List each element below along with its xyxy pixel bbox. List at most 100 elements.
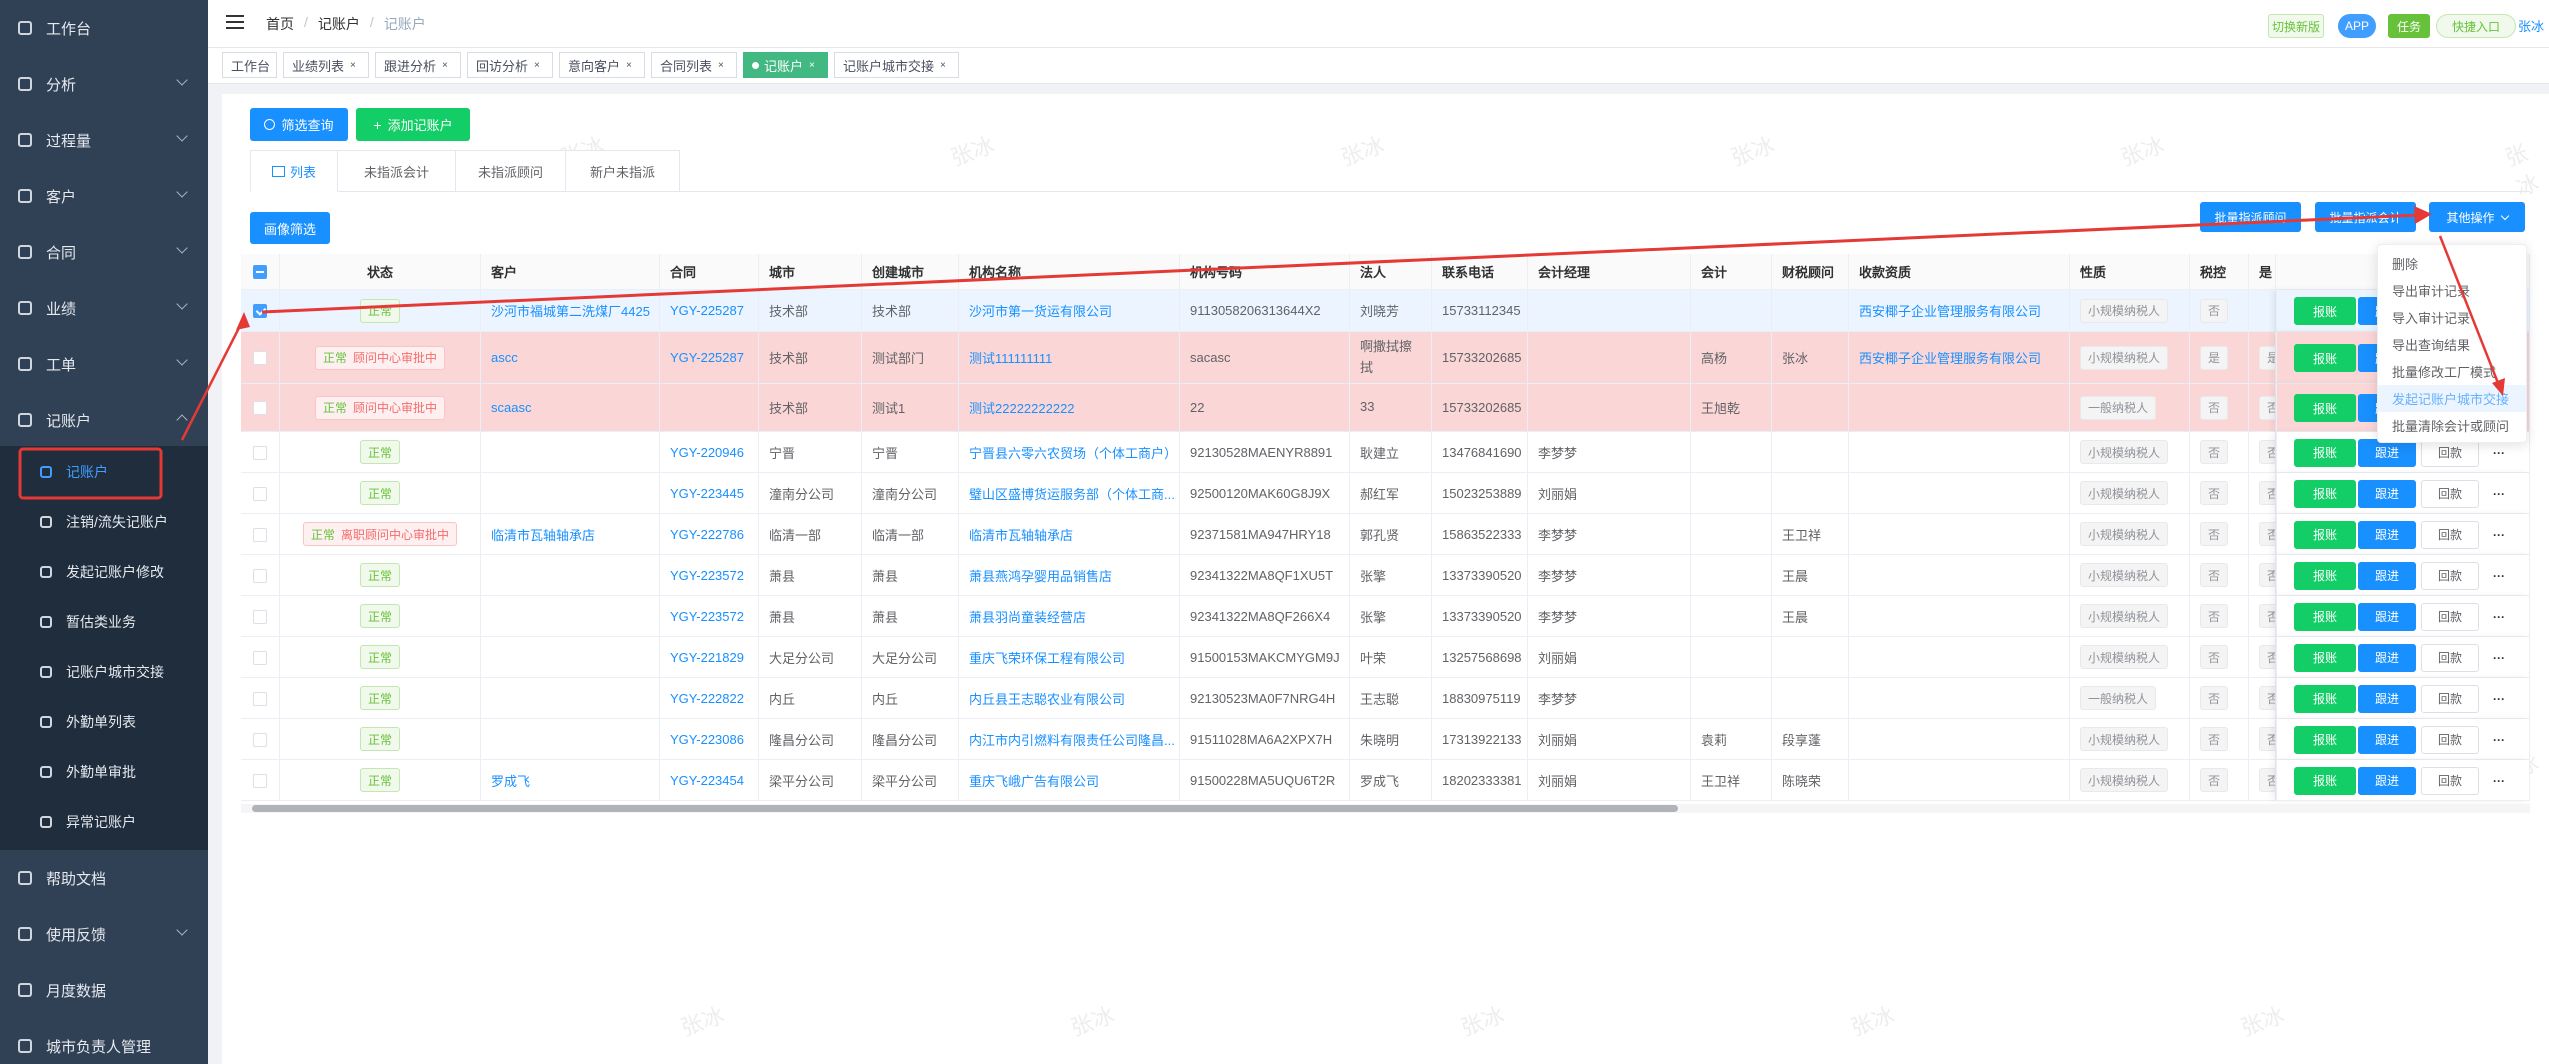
row-action[interactable]: ··· [2493,609,2505,624]
add-button[interactable]: + 添加记账户 [356,108,470,141]
header-button[interactable]: 切换新版 [2268,14,2324,38]
cell-text[interactable]: 沙河市福城第二洗煤厂4425 [491,304,650,319]
row-action[interactable]: 回款 [2421,725,2479,754]
row-action[interactable]: 报账 [2294,561,2356,590]
row-action[interactable]: 报账 [2294,684,2356,713]
checkbox[interactable] [253,732,267,747]
row-action[interactable]: ··· [2493,732,2505,747]
row-action[interactable]: 报账 [2294,438,2356,467]
cell-text[interactable]: 内丘县王志聪农业有限公司 [969,691,1126,707]
cell-text[interactable]: 沙河市第一货运有限公司 [969,304,1113,319]
submenu-item[interactable]: 外勤单审批 [0,748,208,796]
page-tag[interactable]: 工作台 [222,52,277,78]
checkbox[interactable] [253,568,267,583]
header-button[interactable]: 任务 [2388,14,2430,38]
page-tag[interactable]: 记账户城市交接 × [834,52,959,78]
cell-text[interactable]: 萧县燕鸿孕婴用品销售店 [969,568,1113,584]
cell-text[interactable]: 璧山区盛博货运服务部（个体工商... [969,486,1175,502]
row-action[interactable]: 跟进 [2358,561,2416,590]
dropdown-item[interactable]: 删除 [2392,257,2419,272]
checkbox[interactable] [253,304,267,318]
checkbox[interactable] [253,691,267,706]
submenu-item[interactable]: 异常记账户 [0,798,208,846]
row-action[interactable]: 报账 [2294,479,2356,508]
row-action[interactable]: ··· [2493,650,2505,665]
dropdown-item[interactable]: 导出查询结果 [2392,338,2471,353]
page-tag[interactable]: 业绩列表 × [283,52,369,78]
portrait-button[interactable]: 画像筛选 [250,212,330,244]
cell-text[interactable]: YGY-221829 [670,649,744,665]
row-action[interactable]: 回款 [2421,479,2479,508]
menu-item[interactable]: 合同 [0,224,208,280]
row-action[interactable]: 回款 [2421,684,2479,713]
checkbox[interactable] [253,486,267,501]
checkbox[interactable] [253,773,267,788]
menu-item[interactable]: 业绩 [0,280,208,336]
cell-text[interactable]: 重庆飞峨广告有限公司 [969,773,1100,789]
row-action[interactable]: ··· [2493,773,2505,788]
cell-text[interactable]: 萧县羽尚童装经营店 [969,609,1087,625]
page-tag[interactable]: 意向客户 × [559,52,645,78]
cell-text[interactable]: ascc [491,350,518,365]
page-tag[interactable]: 跟进分析 × [375,52,461,78]
cell-text[interactable]: 临清市瓦轴轴承店 [491,527,596,543]
submenu-item[interactable]: 注销/流失记账户 [0,498,208,546]
row-action[interactable]: 报账 [2294,725,2356,754]
cell-text[interactable]: YGY-223572 [670,608,744,624]
row-action[interactable]: 回款 [2421,602,2479,631]
page-tag[interactable]: 回访分析 × [467,52,553,78]
menu-item[interactable]: 分析 [0,56,208,112]
cell-text[interactable]: 西安椰子企业管理服务有限公司 [1859,304,2042,319]
row-action[interactable]: 跟进 [2358,602,2416,631]
cell-text[interactable]: YGY-223572 [670,567,744,583]
cell-text[interactable]: YGY-222822 [670,690,744,706]
batch-button[interactable]: 其他操作 [2429,202,2525,232]
menu-item[interactable]: 客户 [0,168,208,224]
dropdown-item[interactable]: 导出审计记录 [2392,284,2471,299]
tab[interactable]: 新户未指派 [566,150,680,192]
header-button[interactable]: APP [2338,14,2376,38]
row-action[interactable]: 回款 [2421,766,2479,795]
cell-text[interactable]: 罗成飞 [491,773,531,789]
row-action[interactable]: 报账 [2294,766,2356,795]
cell-text[interactable]: 测试111111111 [969,351,1053,366]
row-action[interactable]: 报账 [2294,602,2356,631]
cell-text[interactable]: YGY-223454 [670,772,744,788]
user-name[interactable]: 张冰 [2518,19,2545,34]
menu-item[interactable]: 工作台 [0,0,208,56]
cell-text[interactable]: 测试22222222222 [969,401,1075,416]
tab[interactable]: 未指派会计 [338,150,456,192]
cell-text[interactable]: 宁晋县六零六农贸场（个体工商户） [969,445,1178,461]
dropdown-item[interactable]: 导入审计记录 [2392,311,2471,326]
checkbox[interactable] [253,401,267,415]
submenu-item[interactable]: 记账户 [0,448,208,496]
checkbox[interactable] [253,265,267,279]
row-action[interactable]: 报账 [2294,394,2356,422]
row-action[interactable]: 报账 [2294,297,2356,325]
dropdown-item[interactable]: 发起记账户城市交接 [2378,385,2526,412]
cell-text[interactable]: 西安椰子企业管理服务有限公司 [1859,351,2042,366]
row-action[interactable]: 报账 [2294,344,2356,372]
menu-item[interactable]: 帮助文档 [0,850,208,906]
row-action[interactable]: ··· [2493,691,2505,706]
menu-item[interactable]: 月度数据 [0,962,208,1018]
row-action[interactable]: 跟进 [2358,766,2416,795]
row-action[interactable]: 跟进 [2358,479,2416,508]
checkbox[interactable] [253,650,267,665]
row-action[interactable]: 回款 [2421,520,2479,549]
scrollbar-thumb[interactable] [252,805,1678,812]
cell-text[interactable]: scaasc [491,400,532,415]
checkbox[interactable] [253,527,267,542]
checkbox[interactable] [253,351,267,365]
cell-text[interactable]: YGY-222786 [670,526,744,542]
row-action[interactable]: 报账 [2294,643,2356,672]
submenu-item[interactable]: 暂估类业务 [0,598,208,646]
cell-text[interactable]: YGY-223086 [670,731,744,747]
row-action[interactable]: ··· [2493,445,2505,460]
dropdown-item[interactable]: 批量清除会计或顾问 [2392,419,2510,434]
menu-item[interactable]: 过程量 [0,112,208,168]
cell-text[interactable]: 临清市瓦轴轴承店 [969,527,1074,543]
submenu-item[interactable]: 外勤单列表 [0,698,208,746]
search-button[interactable]: 筛选查询 [250,108,348,141]
row-action[interactable]: 跟进 [2358,684,2416,713]
